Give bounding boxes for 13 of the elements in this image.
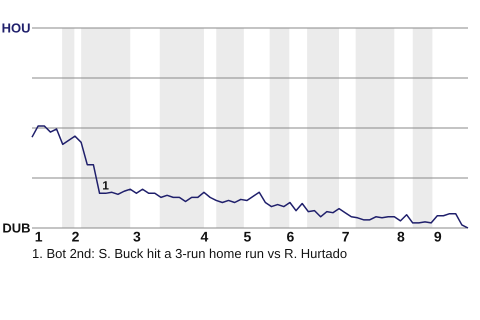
text: HOU	[2, 20, 30, 36]
text: 1. Bot 2nd: S. Buck hit a 3-run home run vs R. Hurtado	[32, 246, 348, 261]
x-tick-label: 5	[244, 228, 252, 244]
x-tick-label: 4	[200, 228, 209, 244]
x-tick-label: 7	[342, 228, 350, 244]
x-tick-label: 1	[34, 228, 43, 244]
x-tick-label: 6	[286, 228, 295, 244]
x-tick-label: 3	[132, 228, 141, 244]
text: DUB	[2, 220, 30, 236]
x-tick-label: 9	[434, 228, 442, 244]
annotation: 1	[102, 178, 110, 192]
x-tick-label: 2	[72, 228, 80, 244]
x-tick-label: 8	[397, 228, 406, 244]
